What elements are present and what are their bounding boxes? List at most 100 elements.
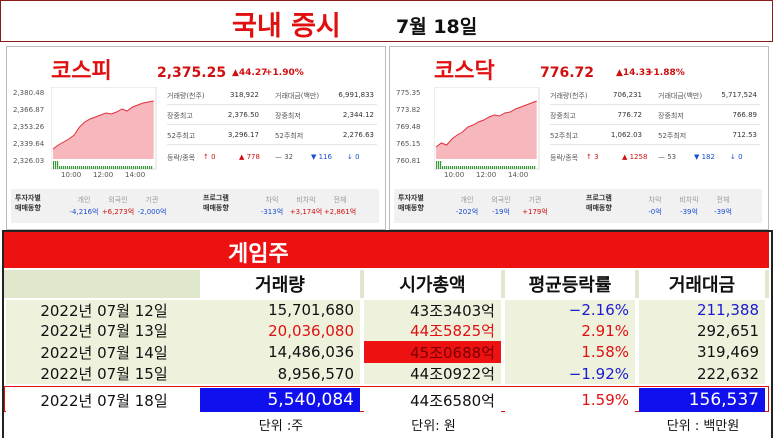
- volume-bar: [127, 166, 129, 169]
- volume-bar: [468, 166, 470, 169]
- volume-bar: [450, 166, 452, 169]
- volume-bar: [442, 166, 444, 169]
- volume-bar: [526, 166, 528, 169]
- stat-label: 거래대금(백만): [658, 92, 703, 100]
- group-label: 투자자별 매매동향: [15, 194, 41, 212]
- table-cell: 2.91%: [505, 320, 635, 341]
- stat-divider: [550, 124, 760, 125]
- y-tick-label: 2,339.64: [13, 140, 45, 148]
- market-panel: 코스피 2,375.25 ▲44.27 +1.90% 2,380.48 2,366.87 2…: [6, 46, 386, 230]
- y-tick-label: 773.82: [396, 106, 421, 114]
- volume-bar: [448, 166, 450, 169]
- volume-bar: [446, 166, 448, 169]
- table-cell: −1.92%: [505, 363, 635, 384]
- group-item-label: 전체: [716, 196, 730, 204]
- stat-value: 766.89: [732, 111, 758, 119]
- volume-bar: [470, 166, 472, 169]
- stat-value: 2,376.50: [227, 111, 259, 119]
- breadth-item: ↓ 0: [730, 153, 743, 161]
- volume-bar: [506, 166, 508, 169]
- volume-bar: [75, 166, 77, 169]
- x-tick-label: 10:00: [444, 171, 465, 179]
- volume-bar: [137, 166, 139, 169]
- volume-bar: [151, 166, 153, 169]
- volume-bar: [486, 166, 488, 169]
- group-item-label: 전체: [333, 196, 347, 204]
- volume-bar: [460, 166, 462, 169]
- volume-bar: [502, 166, 504, 169]
- group-item-label: 비차익: [679, 196, 699, 204]
- group-item-value: +6,273억: [101, 208, 135, 216]
- table-cell: 1.59%: [505, 388, 635, 412]
- volume-bar: [123, 166, 125, 169]
- volume-bar: [131, 166, 133, 169]
- y-tick-label: 2,366.87: [13, 106, 45, 114]
- volume-bar: [532, 166, 534, 169]
- stat-label: 거래량(천주): [550, 92, 588, 100]
- x-tick-label: 14:00: [125, 171, 146, 179]
- x-tick-label: 10:00: [61, 171, 82, 179]
- group-item-value: -19억: [492, 208, 510, 216]
- header-cell: 거래량: [200, 270, 360, 298]
- group-label: 프로그램 매매동향: [586, 194, 612, 212]
- table-title: 게임주: [228, 242, 289, 267]
- stat-value: 776.72: [617, 111, 643, 119]
- group-item-value: +2,861억: [323, 208, 357, 216]
- volume-bar: [95, 166, 97, 169]
- stat-label: 52주최고: [550, 132, 579, 140]
- group-item-label: 비차익: [296, 196, 316, 204]
- stat-value: 2,344.12: [342, 111, 374, 119]
- volume-bar: [115, 166, 117, 169]
- volume-bar: [496, 166, 498, 169]
- header-cell: 평균등락률: [505, 270, 635, 298]
- volume-bar: [474, 166, 476, 169]
- market-rate: +1.90%: [265, 68, 304, 78]
- stat-value: 318,922: [230, 91, 259, 99]
- volume-bar: [63, 166, 65, 169]
- table-cell: 319,469: [639, 341, 765, 363]
- volume-bar: [466, 166, 468, 169]
- breadth-item: ▼ 116: [311, 153, 332, 161]
- volume-bar: [89, 166, 91, 169]
- volume-bar: [438, 161, 440, 169]
- row-date: 2022년 07월 14일: [6, 341, 202, 363]
- table-cell: 1.58%: [505, 341, 635, 363]
- breadth-item: ▼ 182: [694, 153, 715, 161]
- volume-bar: [490, 166, 492, 169]
- volume-bar: [67, 166, 69, 169]
- group-label: 프로그램 매매동향: [203, 194, 229, 212]
- intraday-chart: [434, 87, 540, 170]
- volume-bar: [145, 166, 147, 169]
- table-cell: 20,036,080: [200, 320, 360, 341]
- volume-bar: [79, 166, 81, 169]
- volume-bar: [117, 166, 119, 169]
- breadth-label: 등락/종목: [550, 154, 579, 162]
- title: 국내 증시: [232, 11, 341, 42]
- stat-value: 2,276.63: [342, 131, 374, 139]
- market-rate: +1.88%: [646, 68, 685, 78]
- group-item-label: 기관: [145, 196, 159, 204]
- group-item-value: -202억: [455, 208, 479, 216]
- volume-bar: [484, 166, 486, 169]
- volume-bar: [141, 166, 143, 169]
- stat-divider: [167, 104, 377, 105]
- group-item-value: -39억: [680, 208, 698, 216]
- unit-label: 단위 :주: [258, 418, 304, 434]
- y-tick-label: 760.81: [396, 157, 421, 165]
- volume-bar: [97, 166, 99, 169]
- stat-label: 장중최고: [167, 112, 193, 120]
- volume-bar: [69, 166, 71, 169]
- volume-bar: [53, 161, 55, 169]
- y-tick-label: 2,380.48: [13, 89, 45, 97]
- table-cell: 45조0688억: [364, 341, 501, 363]
- table-cell: 14,486,036: [200, 341, 360, 363]
- group-item-label: 외국인: [491, 196, 511, 204]
- group-item-label: 개인: [460, 196, 474, 204]
- table-cell: 211,388: [639, 300, 765, 320]
- stat-value: 3,296.17: [227, 131, 259, 139]
- stat-divider: [550, 104, 760, 105]
- table-cell: 292,651: [639, 320, 765, 341]
- volume-bar: [139, 166, 141, 169]
- x-tick-label: 12:00: [476, 171, 497, 179]
